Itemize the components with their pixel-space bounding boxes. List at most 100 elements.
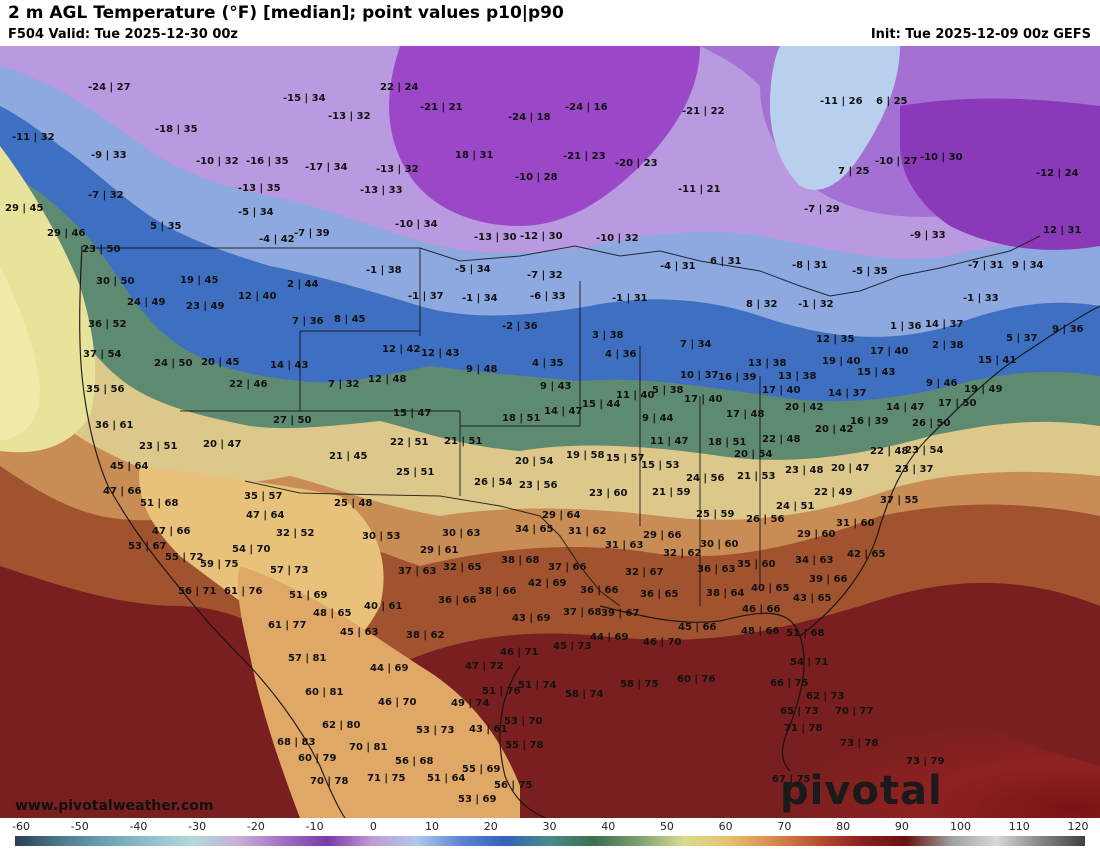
point-value: -5 | 34 [455,264,491,275]
legend-tick: 110 [1008,820,1030,833]
legend-tick-labels: -60 -50 -40 -30 -20 -10 0 10 20 30 40 50 60 70 80 90 100… [0,818,1100,836]
site-url: www.pivotalweather.com [15,798,214,814]
point-value: 26 | 50 [912,418,951,429]
header: 2 m AGL Temperature (°F) [median]; point… [0,0,1100,46]
point-value: 22 | 49 [814,487,853,498]
point-value: 9 | 36 [1052,324,1084,335]
brand-logo: pivotal weather [780,768,972,818]
point-value: -10 | 32 [196,156,239,167]
point-value: 22 | 46 [229,379,268,390]
point-value: 14 | 43 [270,360,309,371]
point-value: 45 | 73 [553,641,592,652]
point-value: 30 | 50 [96,276,135,287]
point-value: 17 | 40 [684,394,723,405]
point-value: -10 | 28 [515,172,558,183]
point-value: 60 | 81 [305,687,344,698]
point-value: 19 | 58 [566,450,605,461]
legend-tick: 60 [718,820,733,833]
point-value: 36 | 52 [88,319,127,330]
point-value: 2 | 44 [287,279,319,290]
point-value: -10 | 34 [395,219,438,230]
point-value: -7 | 29 [804,204,840,215]
point-value: 2 | 38 [932,340,964,351]
point-value: 46 | 66 [742,604,781,615]
point-value: 71 | 78 [784,723,823,734]
point-value: 22 | 48 [870,446,909,457]
point-value: 20 | 42 [785,402,824,413]
point-value: 31 | 60 [836,518,875,529]
point-value: 36 | 61 [95,420,134,431]
point-value: 17 | 48 [726,409,765,420]
point-value: 53 | 67 [128,541,167,552]
point-value: 56 | 68 [395,756,434,767]
point-value: 51 | 69 [289,590,328,601]
point-value: 37 | 55 [880,495,919,506]
point-value: 46 | 71 [500,647,539,658]
legend-tick: 40 [601,820,616,833]
point-value: 55 | 69 [462,764,501,775]
point-value: 7 | 25 [838,166,870,177]
point-value: -5 | 34 [238,207,274,218]
point-value: 12 | 42 [382,344,421,355]
point-value: 68 | 83 [277,737,316,748]
point-value: 9 | 44 [642,413,674,424]
point-value: 22 | 51 [390,437,429,448]
point-value: 11 | 40 [616,390,655,401]
point-value: 15 | 53 [641,460,680,471]
point-value: -24 | 18 [508,112,551,123]
point-value: 44 | 69 [370,663,409,674]
point-value: 47 | 64 [246,510,285,521]
point-value: 37 | 54 [83,349,122,360]
point-value: -10 | 32 [596,233,639,244]
point-value: 25 | 59 [696,509,735,520]
point-value: 58 | 75 [620,679,659,690]
legend-color-bar [15,836,1085,846]
point-value: 9 | 46 [926,378,958,389]
point-value: 45 | 63 [340,627,379,638]
point-value: -9 | 33 [91,150,127,161]
point-value: -6 | 33 [530,291,566,302]
point-value: 20 | 45 [201,357,240,368]
legend-tick: 100 [950,820,972,833]
point-value: 70 | 77 [835,706,874,717]
point-value: -11 | 21 [678,184,721,195]
point-value: 43 | 69 [512,613,551,624]
point-value: -12 | 30 [520,231,563,242]
point-value: 44 | 69 [590,632,629,643]
point-value: 27 | 50 [273,415,312,426]
point-value: 56 | 75 [494,780,533,791]
point-value: 11 | 47 [650,436,689,447]
point-value: 19 | 45 [180,275,219,286]
point-value: 53 | 69 [458,794,497,805]
point-value: -11 | 32 [12,132,55,143]
point-value: -16 | 35 [246,156,289,167]
point-value: 73 | 79 [906,756,945,767]
point-value: 8 | 45 [334,314,366,325]
point-value: 59 | 75 [200,559,239,570]
point-value: 29 | 45 [5,203,44,214]
point-value: 55 | 72 [165,552,204,563]
point-value: 17 | 40 [762,385,801,396]
point-value: 18 | 51 [708,437,747,448]
point-value: 12 | 48 [368,374,407,385]
point-value: 35 | 60 [737,559,776,570]
point-value: 16 | 39 [718,372,757,383]
point-value: -4 | 42 [259,234,295,245]
point-value: 23 | 51 [139,441,178,452]
point-value: 37 | 63 [398,566,437,577]
point-value: 15 | 57 [606,453,645,464]
point-value: 5 | 38 [652,385,684,396]
legend-tick: 70 [777,820,792,833]
point-value: 32 | 52 [276,528,315,539]
point-value: -24 | 16 [565,102,608,113]
point-value: -5 | 35 [852,266,888,277]
point-value: 48 | 65 [313,608,352,619]
point-value: 48 | 66 [741,626,780,637]
point-value: 34 | 63 [795,555,834,566]
legend-tick: 0 [369,820,377,833]
point-value: 45 | 64 [110,461,149,472]
point-value: 56 | 71 [178,586,217,597]
point-value: 24 | 50 [154,358,193,369]
point-value: 62 | 80 [322,720,361,731]
point-value: 7 | 32 [328,379,360,390]
